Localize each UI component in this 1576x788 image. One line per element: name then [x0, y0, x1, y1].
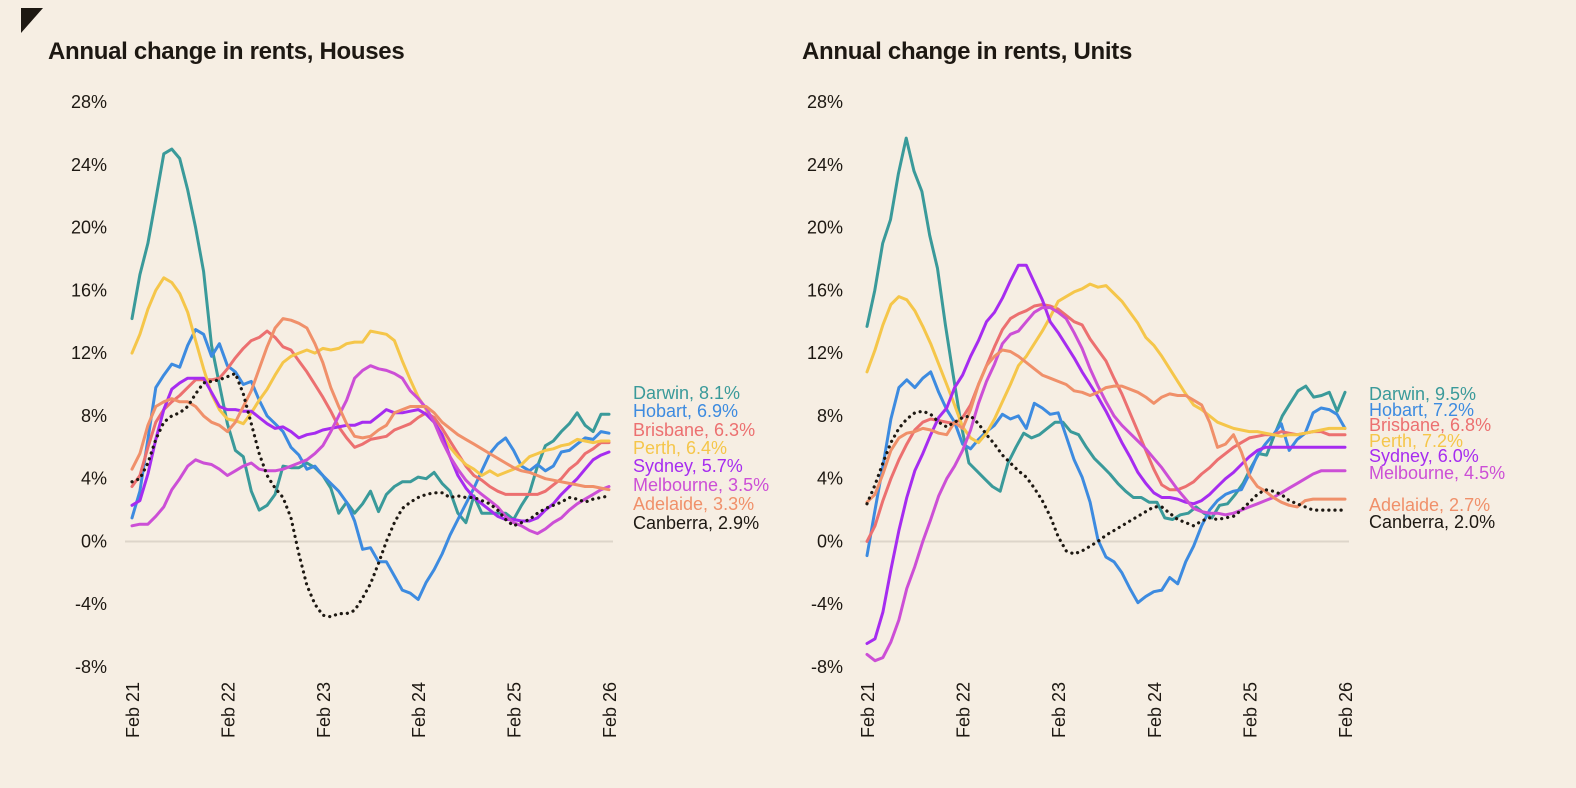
x-tick-label: Feb 25 [505, 682, 525, 738]
series-end-label-hobart: Hobart, 6.9% [633, 401, 738, 421]
units-chart-panel: Annual change in rents, Units -8% -4% 0% 4%… [0, 0, 1505, 788]
series-end-label-melbourne: Melbourne, 3.5% [633, 475, 769, 495]
series-line-hobart [865, 370, 1347, 605]
series-line-adelaide [130, 317, 611, 492]
series-line-darwin [865, 136, 1347, 521]
y-tick-label: 20% [807, 218, 843, 238]
y-tick-label: 16% [71, 280, 107, 300]
series-line-canberra [865, 409, 1347, 556]
y-tick-label: -4% [75, 594, 107, 614]
y-tick-label: 24% [71, 155, 107, 175]
series-line-adelaide [865, 348, 1347, 509]
series-end-label-perth: Perth, 6.4% [633, 438, 727, 458]
series-end-label-canberra: Canberra, 2.9% [633, 513, 759, 533]
y-tick-label: 8% [817, 406, 843, 426]
houses-chart-panel: Annual change in rents, Houses -8% -4% 0% 4… [0, 0, 780, 788]
y-tick-label: -8% [75, 657, 107, 677]
y-tick-label: 24% [807, 155, 843, 175]
y-tick-label: 8% [81, 406, 107, 426]
x-tick-label: Feb 25 [1240, 682, 1260, 738]
y-tick-label: -4% [811, 594, 843, 614]
y-tick-label: 20% [71, 218, 107, 238]
series-line-melbourne [865, 306, 1347, 663]
series-end-label-canberra: Canberra, 2.0% [1369, 512, 1495, 532]
series-end-label-hobart: Hobart, 7.2% [1369, 400, 1474, 420]
x-tick-label: Feb 22 [218, 682, 238, 738]
x-tick-label: Feb 23 [314, 682, 334, 738]
series-end-label-brisbane: Brisbane, 6.3% [633, 420, 755, 440]
y-tick-label: -8% [811, 657, 843, 677]
series-end-label-sydney: Sydney, 6.0% [1369, 446, 1479, 466]
x-tick-label: Feb 21 [858, 682, 878, 738]
y-tick-label: 28% [71, 92, 107, 112]
chart-title-houses: Annual change in rents, Houses [48, 38, 405, 65]
series-end-label-adelaide: Adelaide, 2.7% [1369, 495, 1490, 515]
series-end-label-brisbane: Brisbane, 6.8% [1369, 415, 1491, 435]
y-tick-label: 28% [807, 92, 843, 112]
x-tick-label: Feb 22 [954, 682, 974, 738]
x-tick-label: Feb 24 [1145, 682, 1165, 738]
x-tick-label: Feb 21 [123, 682, 143, 738]
series-line-melbourne [130, 364, 611, 536]
chart-title-units: Annual change in rents, Units [802, 38, 1133, 65]
x-tick-label: Feb 24 [409, 682, 429, 738]
series-line-canberra [130, 371, 611, 619]
series-line-sydney [865, 263, 1347, 645]
series-end-label-darwin: Darwin, 8.1% [633, 383, 740, 403]
series-line-sydney [130, 376, 611, 523]
series-end-label-adelaide: Adelaide, 3.3% [633, 494, 754, 514]
y-tick-label: 0% [817, 531, 843, 551]
y-tick-label: 4% [81, 469, 107, 489]
series-end-label-sydney: Sydney, 5.7% [633, 456, 743, 476]
series-line-brisbane [130, 329, 611, 496]
series-line-darwin [130, 147, 611, 525]
houses-chart: -8% -4% 0% 4% 8% 12% 16% 20% 24% 28% Feb 21 Feb 22 F… [71, 92, 769, 738]
brand-logo-icon [21, 8, 43, 33]
series-line-perth [865, 282, 1347, 445]
x-tick-label: Feb 26 [600, 682, 620, 738]
y-tick-label: 0% [81, 531, 107, 551]
series-line-hobart [130, 328, 611, 601]
series-end-label-melbourne: Melbourne, 4.5% [1369, 463, 1505, 483]
y-tick-label: 16% [807, 280, 843, 300]
series-line-brisbane [865, 303, 1347, 543]
y-tick-label: 4% [817, 469, 843, 489]
series-end-label-perth: Perth, 7.2% [1369, 431, 1463, 451]
y-tick-label: 12% [71, 343, 107, 363]
x-tick-label: Feb 23 [1049, 682, 1069, 738]
y-tick-label: 12% [807, 343, 843, 363]
x-tick-label: Feb 26 [1336, 682, 1356, 738]
series-end-label-darwin: Darwin, 9.5% [1369, 384, 1476, 404]
